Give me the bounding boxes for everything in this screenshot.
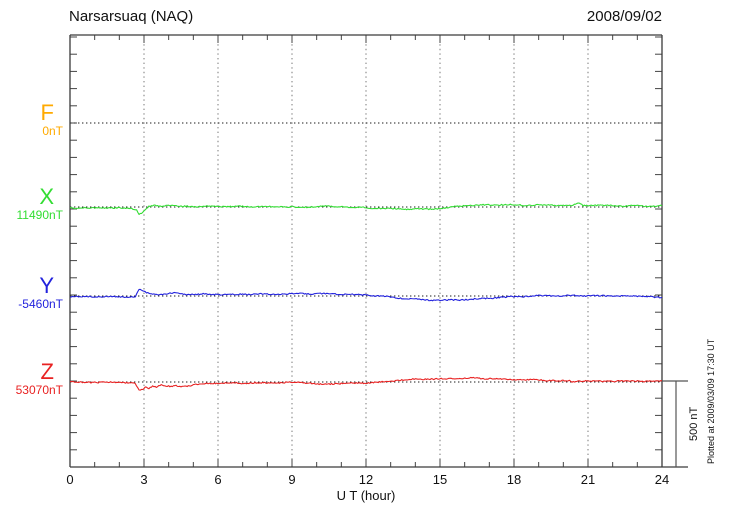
channel-offset-f: 0nT	[42, 124, 63, 138]
x-tick-label: 21	[580, 472, 596, 487]
channel-label-y: Y -5460nT	[0, 273, 63, 311]
x-tick-label: 15	[432, 472, 448, 487]
date-label: 2008/09/02	[586, 8, 662, 25]
x-tick-label: 18	[506, 472, 522, 487]
trace-Y	[69, 288, 663, 302]
x-tick-label: 24	[654, 472, 670, 487]
channel-letter-y: Y	[39, 273, 54, 298]
x-tick-label: 9	[288, 472, 296, 487]
x-axis-title: U T (hour)	[336, 488, 396, 503]
trace-Z	[69, 376, 663, 391]
channel-label-z: Z 53070nT	[0, 359, 63, 397]
x-tick-label: 0	[66, 472, 74, 487]
channel-letter-z: Z	[40, 359, 54, 384]
scale-bar-label: 500 nT	[688, 406, 700, 442]
channel-offset-y: -5460nT	[18, 297, 63, 311]
page-title: Narsarsuaq (NAQ)	[69, 8, 194, 25]
channel-letter-x: X	[39, 184, 54, 209]
x-tick-label: 12	[358, 472, 374, 487]
plotted-at-label: Plotted at 2009/03/09 17:30 UT	[706, 338, 716, 464]
channel-label-f: F 0nT	[0, 100, 63, 138]
channel-letter-f: F	[40, 100, 54, 125]
x-tick-label: 6	[214, 472, 222, 487]
trace-X	[69, 202, 663, 216]
channel-offset-x: 11490nT	[16, 208, 63, 222]
channel-label-x: X 11490nT	[0, 184, 63, 222]
channel-offset-z: 53070nT	[15, 383, 63, 397]
x-tick-label: 3	[140, 472, 148, 487]
